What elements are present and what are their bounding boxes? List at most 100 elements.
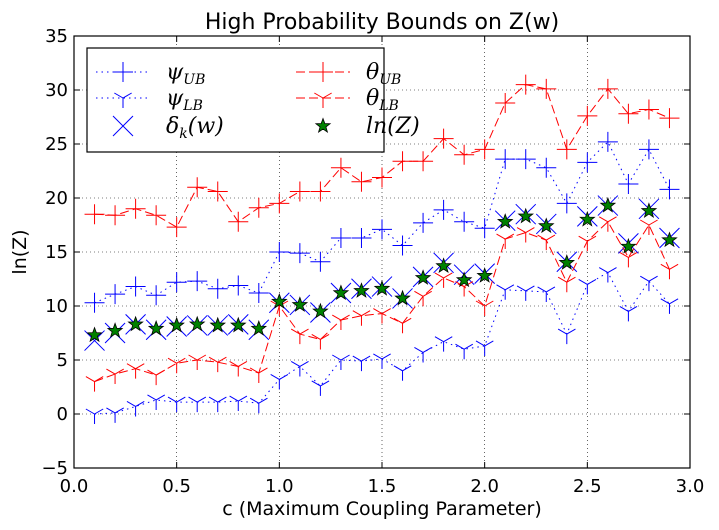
legend-item-delta_k: δk(w) — [112, 114, 224, 142]
data-point-delta_k — [84, 330, 105, 351]
data-point-theta_ub — [536, 78, 557, 99]
data-point-lnz — [579, 210, 596, 227]
data-point-psi_lb — [208, 396, 227, 413]
data-point-psi_ub — [597, 131, 618, 152]
data-point-theta_ub — [659, 108, 680, 129]
data-point-theta_lb — [311, 334, 330, 350]
data-point-theta_lb — [249, 367, 268, 383]
legend-label: θLB — [366, 86, 399, 114]
y-tick-label: 25 — [45, 134, 68, 155]
y-tick-label: 20 — [45, 188, 68, 209]
data-point-theta_ub — [495, 92, 516, 113]
data-point-theta_ub — [638, 99, 659, 120]
legend-label: θUB — [366, 60, 401, 88]
y-tick-label: 35 — [45, 26, 68, 47]
data-point-theta_lb — [332, 314, 350, 331]
data-point-psi_ub — [536, 157, 557, 178]
data-point-lnz — [538, 217, 555, 234]
data-point-lnz — [127, 315, 144, 332]
y-tick-label: 30 — [45, 80, 68, 101]
data-point-psi_ub — [228, 275, 249, 296]
data-point-psi_lb — [598, 267, 617, 283]
x-tick-label: 2.5 — [573, 476, 602, 497]
data-point-psi_ub — [269, 242, 290, 262]
data-point-theta_ub — [289, 181, 310, 202]
data-point-theta_lb — [578, 235, 597, 252]
data-point-lnz — [230, 316, 247, 333]
data-point-theta_lb — [290, 328, 309, 345]
data-point-psi_lb — [106, 407, 124, 423]
data-point-theta_ub — [515, 74, 536, 95]
data-point-lnz — [414, 269, 432, 285]
data-point-psi_ub — [638, 139, 659, 160]
legend-marker — [314, 92, 332, 108]
data-point-theta_lb — [147, 369, 166, 386]
data-point-theta_lb — [434, 272, 453, 288]
data-point-psi_lb — [640, 275, 658, 292]
data-point-theta_ub — [310, 181, 331, 202]
y-tick-label: −5 — [41, 458, 68, 479]
data-point-psi_ub — [392, 235, 413, 256]
data-point-theta_lb — [414, 290, 432, 307]
data-point-psi_ub — [84, 292, 105, 313]
data-point-psi_ub — [433, 199, 454, 220]
data-point-lnz — [106, 322, 124, 338]
data-point-psi_ub — [372, 219, 392, 240]
data-point-psi_ub — [248, 283, 269, 304]
data-point-lnz — [455, 271, 473, 288]
x-tick-label: 3.0 — [676, 476, 705, 497]
data-point-lnz — [291, 296, 309, 312]
data-point-theta_lb — [475, 300, 494, 316]
data-point-theta_lb — [640, 219, 658, 235]
data-point-theta_lb — [352, 310, 371, 326]
data-point-theta_lb — [229, 361, 248, 377]
data-point-theta_lb — [106, 368, 124, 385]
data-point-theta_ub — [433, 128, 454, 149]
data-point-theta_lb — [496, 233, 515, 250]
data-point-psi_lb — [393, 365, 412, 381]
series-lnz — [86, 196, 678, 343]
legend-box — [86, 47, 385, 153]
data-point-theta_ub — [187, 177, 208, 198]
data-point-psi_lb — [332, 354, 350, 370]
legend-item-lnz: ln(Z) — [314, 114, 420, 139]
legend-marker — [112, 115, 134, 137]
data-point-theta_ub — [269, 193, 290, 214]
data-point-lnz — [250, 320, 268, 336]
y-tick-label: 10 — [45, 296, 68, 317]
data-point-theta_lb — [598, 216, 617, 232]
data-point-lnz — [640, 202, 658, 218]
data-point-theta_ub — [105, 205, 126, 226]
data-point-lnz — [332, 284, 350, 301]
data-point-psi_ub — [659, 179, 680, 200]
data-point-lnz — [353, 282, 370, 298]
data-point-psi_lb — [126, 401, 145, 417]
legend-marker — [113, 62, 133, 82]
data-point-psi_lb — [167, 396, 186, 413]
data-point-lnz — [661, 231, 678, 248]
series-layer — [84, 74, 680, 424]
data-point-theta_ub — [146, 205, 167, 226]
x-tick-label: 1.0 — [265, 476, 294, 497]
data-point-psi_lb — [311, 380, 330, 396]
data-point-theta_ub — [351, 171, 372, 192]
x-tick-label: 0.5 — [162, 476, 191, 497]
data-point-theta_lb — [557, 276, 576, 293]
y-tick-label: 0 — [57, 404, 68, 425]
legend-label: ψUB — [166, 60, 205, 88]
data-point-theta_ub — [556, 139, 577, 160]
data-point-psi_ub — [618, 173, 639, 194]
legend-item-theta_ub: θUB — [296, 60, 401, 88]
data-point-theta_ub — [618, 103, 639, 124]
legend-marker — [314, 117, 332, 134]
data-point-theta_lb — [393, 317, 412, 334]
legend-label: δk(w) — [166, 114, 224, 142]
data-point-psi_lb — [619, 305, 638, 322]
data-point-psi_ub — [105, 284, 126, 305]
data-point-psi_lb — [85, 408, 104, 424]
data-point-theta_ub — [207, 181, 228, 202]
legend-marker — [313, 62, 333, 82]
data-point-psi_lb — [414, 347, 432, 363]
data-point-theta_ub — [248, 197, 269, 218]
